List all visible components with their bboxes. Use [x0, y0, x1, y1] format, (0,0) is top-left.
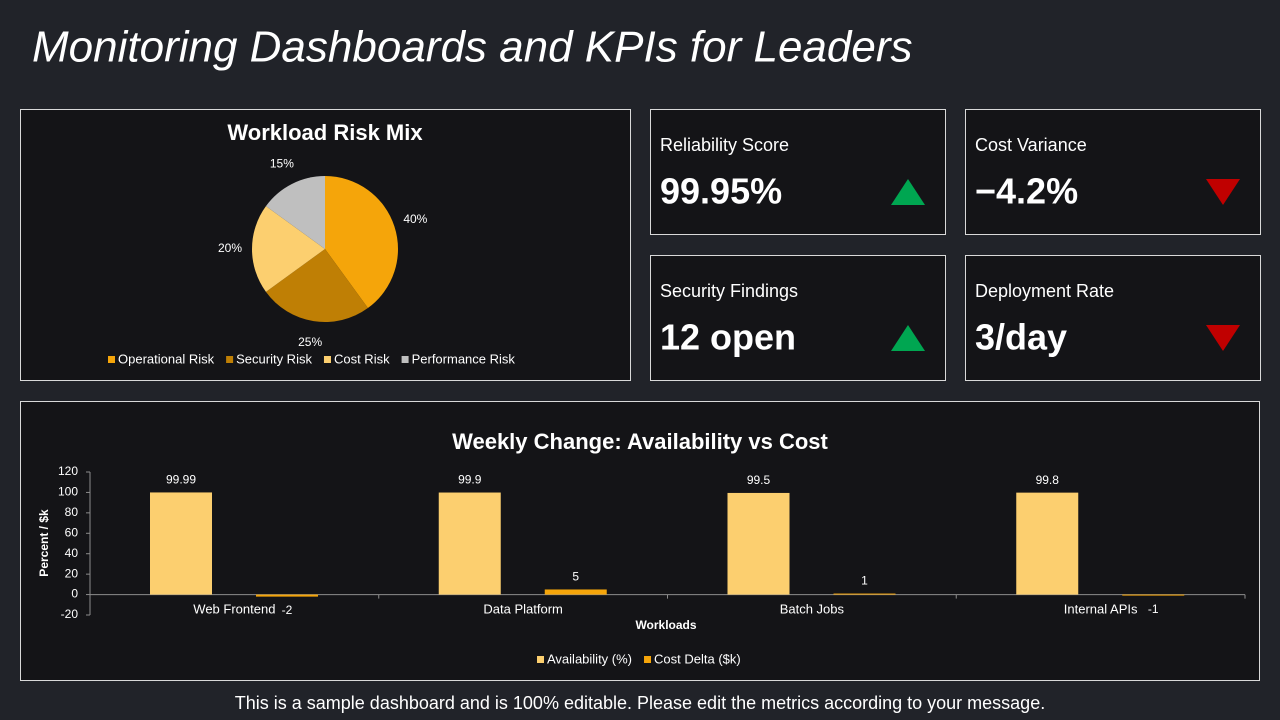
- kpi-value: 12 open: [660, 317, 796, 358]
- legend-swatch: [401, 356, 409, 363]
- legend-label: Cost Risk: [334, 351, 390, 366]
- x-tick-label: Internal APIs: [1064, 601, 1138, 616]
- legend-label: Performance Risk: [412, 351, 516, 366]
- kpi-card: [965, 109, 1261, 235]
- kpi-card: [650, 109, 946, 235]
- data-label: 25%: [298, 335, 322, 349]
- y-tick-label: 100: [58, 485, 78, 499]
- page-title: Monitoring Dashboards and KPIs for Leade…: [32, 23, 913, 72]
- x-tick-label: Batch Jobs: [780, 601, 845, 616]
- bar: [150, 492, 212, 595]
- legend-swatch: [226, 356, 234, 363]
- trend-arrow: [1206, 325, 1240, 351]
- legend-label: Operational Risk: [118, 351, 215, 366]
- chart-title: Workload Risk Mix: [227, 120, 423, 145]
- y-tick-label: 120: [58, 464, 78, 478]
- y-tick-label: 0: [71, 587, 78, 601]
- kpi-value: 3/day: [975, 317, 1067, 358]
- bar: [544, 589, 607, 595]
- data-label: -2: [282, 603, 293, 617]
- legend-label: Security Risk: [236, 351, 312, 366]
- kpi-value: −4.2%: [975, 171, 1078, 212]
- data-label: 99.9: [458, 473, 482, 487]
- bar: [1016, 492, 1079, 595]
- trend-arrow: [1206, 179, 1240, 205]
- kpi-value: 99.95%: [660, 171, 782, 212]
- kpi-card: [965, 255, 1261, 381]
- y-tick-label: 40: [65, 546, 79, 560]
- y-tick-label: 20: [65, 566, 79, 580]
- legend-swatch: [537, 656, 544, 663]
- legend-swatch: [323, 356, 331, 363]
- legend-label: Cost Delta ($k): [654, 651, 741, 666]
- data-label: 5: [572, 570, 579, 584]
- bar: [438, 492, 501, 595]
- y-axis-label: Percent / $k: [37, 509, 51, 577]
- x-tick-label: Data Platform: [483, 601, 562, 616]
- pie-slice: [252, 206, 325, 292]
- y-tick-label: 60: [65, 525, 79, 539]
- bar: [833, 593, 896, 595]
- y-tick-label: 80: [65, 505, 79, 519]
- y-tick-label: -20: [61, 607, 79, 621]
- chart-title: Weekly Change: Availability vs Cost: [452, 429, 828, 454]
- data-label: -1: [1148, 602, 1159, 616]
- legend-label: Availability (%): [547, 651, 632, 666]
- pie-slice: [325, 176, 398, 309]
- x-axis-label: Workloads: [635, 618, 696, 632]
- data-label: 15%: [270, 157, 294, 171]
- kpi-label: Deployment Rate: [975, 281, 1114, 301]
- footer: This is a sample dashboard and is 100% e…: [235, 693, 1045, 713]
- legend-swatch: [108, 356, 115, 363]
- kpi-label: Cost Variance: [975, 135, 1087, 155]
- kpi-label: Security Findings: [660, 281, 798, 301]
- kpi-card: [650, 255, 946, 381]
- data-label: 99.5: [747, 473, 771, 487]
- bar: [1122, 594, 1185, 596]
- x-tick-label: Web Frontend: [193, 601, 275, 616]
- bar: [727, 492, 790, 595]
- data-label: 20%: [218, 241, 242, 255]
- pie-slice: [265, 249, 368, 322]
- trend-arrow: [891, 325, 925, 351]
- data-label: 40%: [403, 212, 427, 226]
- trend-arrow: [891, 179, 925, 205]
- data-label: 1: [861, 574, 868, 588]
- data-label: 99.99: [166, 473, 196, 487]
- bar: [256, 594, 318, 597]
- legend-swatch: [644, 656, 652, 663]
- data-label: 99.8: [1036, 473, 1060, 487]
- kpi-label: Reliability Score: [660, 135, 789, 155]
- pie-slice: [265, 176, 325, 249]
